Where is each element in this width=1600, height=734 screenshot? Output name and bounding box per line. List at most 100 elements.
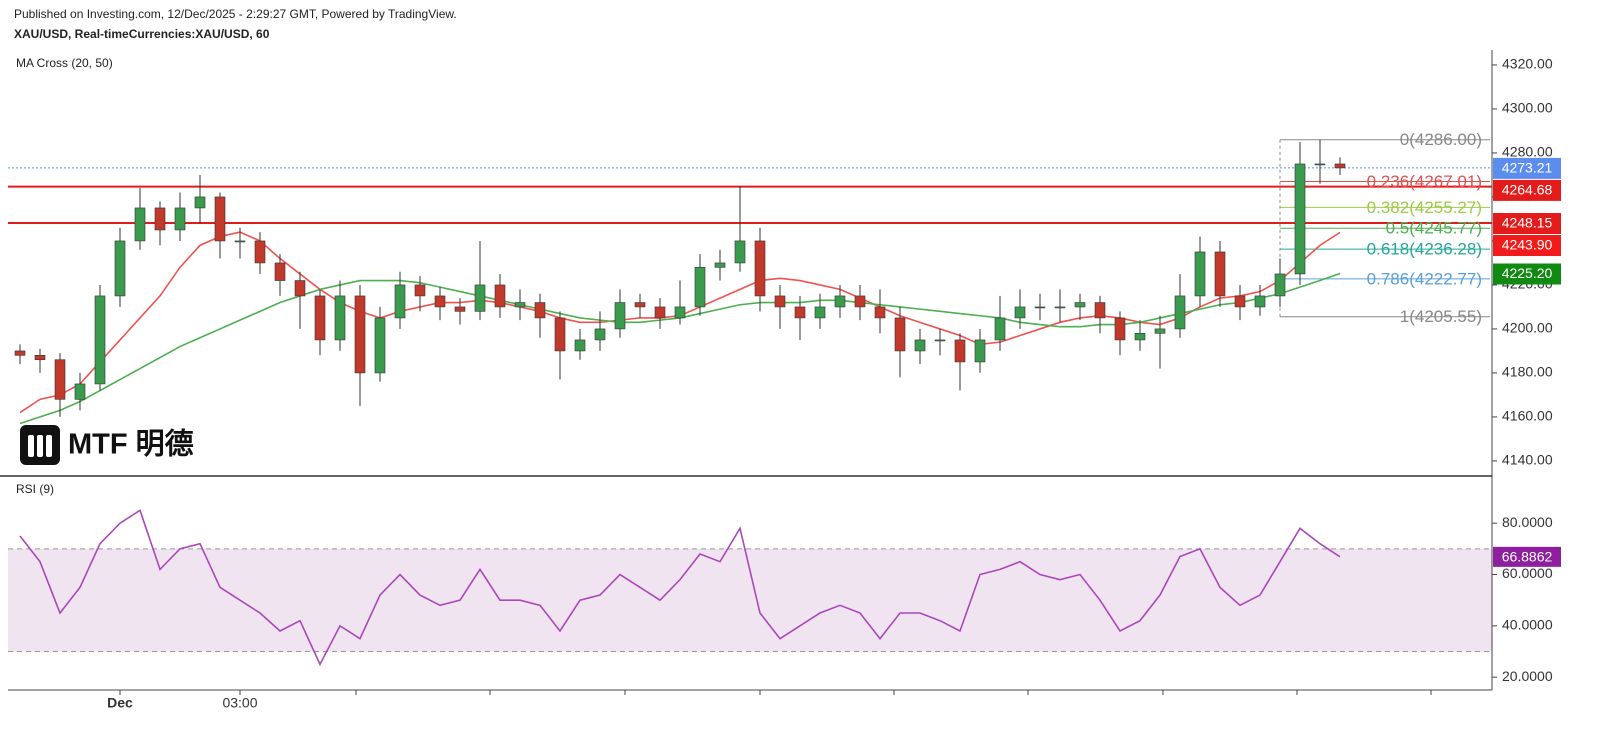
fib-label: 0.382(4255.27) [1367,198,1482,217]
candle-body [194,196,206,209]
candle-body [1334,163,1346,169]
candle-body [1034,306,1046,309]
candle-body [1154,328,1166,334]
candle-body [414,284,426,297]
candle-body [1294,163,1306,275]
candle-body [214,196,226,242]
rsi-line [19,509,1341,667]
y-tick-label: 40.0000 [1502,617,1553,633]
candle-body [434,295,446,308]
y-tick-label: 20.0000 [1502,668,1553,684]
price-badge-label: 4225.20 [1502,265,1553,281]
candle-body [774,295,786,308]
y-tick-label: 4280.00 [1502,144,1553,160]
y-tick-label: 80.0000 [1502,514,1553,530]
candle-body [694,267,706,308]
fib-label: 0.5(4245.77) [1386,219,1482,238]
candle-body [74,383,86,400]
over-layer: 0(4286.00) 0.236(4267.01) 0.382(4255.27) 0.… [14,130,1561,667]
candle-body [974,339,986,363]
candle-body [934,339,946,342]
price-badge-label: 4243.90 [1502,237,1553,253]
fib-label: 0.786(4222.77) [1367,269,1482,288]
candle-body [854,295,866,308]
y-tick-label: 4160.00 [1502,408,1553,424]
candle-body [1054,306,1066,309]
candle-body [554,317,566,352]
candle-body [314,295,326,341]
watermark-logo: MTF 明德 [20,425,194,465]
candle-body [454,306,466,312]
candle-body [754,240,766,297]
y-tick-label: 4320.00 [1502,56,1553,72]
rsi-badge-label: 66.8862 [1502,549,1553,565]
candle-body [394,284,406,319]
indicator-label: MA Cross (20, 50) [16,56,113,70]
candle-body [1234,295,1246,308]
price-badge [1493,263,1561,285]
price-badge-label: 4264.68 [1502,182,1553,198]
time-ticks [355,690,1432,695]
watermark-text: MTF 明德 [68,428,194,461]
candle-body [1114,317,1126,341]
y-tick-label: 4300.00 [1502,100,1553,116]
fib-label: 0(4286.00) [1400,130,1482,149]
candle-body [94,295,106,385]
candle-body [354,295,366,374]
candle-body [1174,295,1186,330]
candle-body [34,355,46,361]
rsi-title: RSI (9) [16,482,54,496]
candle-body [834,295,846,308]
candle-body [734,240,746,264]
logo-bar [46,435,52,457]
candle-body [654,306,666,319]
candle-body [634,302,646,308]
candle-body [1194,251,1206,297]
candle-body [234,240,246,243]
fib-label: 1(4205.55) [1400,307,1482,326]
price-badge-label: 4248.15 [1502,215,1553,231]
price-badge [1493,213,1561,235]
candle-body [294,280,306,297]
candle-body [134,207,146,242]
candle-body [1274,273,1286,297]
y-tick-label: 4200.00 [1502,320,1553,336]
rsi-band [8,548,1492,652]
y-tick-label: 60.0000 [1502,565,1553,581]
rsi-badge [1493,546,1561,567]
x-tick-label: Dec [107,695,133,711]
candle-body [614,302,626,330]
candle-body [1094,302,1106,319]
candle-body [1014,306,1026,319]
chart-title: XAU/USD, Real-timeCurrencies:XAU/USD, 60 [14,27,270,41]
logo-bar [37,435,43,457]
candle-body [374,317,386,374]
candle-body [794,306,806,319]
candle-body [954,339,966,363]
price-badge [1493,235,1561,257]
candle-body [874,306,886,319]
candle-body [334,295,346,341]
candle-body [254,240,266,264]
candle-body [174,207,186,231]
candle-body [474,284,486,312]
fib-label: 0.618(4236.28) [1367,240,1482,259]
candle-body [574,339,586,352]
candle-body [494,284,506,308]
price-badge [1493,179,1561,201]
x-tick-label: 03:00 [222,695,257,711]
candle-body [914,339,926,352]
fib-label: 0.236(4267.01) [1367,172,1482,191]
candle-body [894,317,906,352]
candle-body [814,306,826,319]
candle-body [994,317,1006,341]
subtitle: Published on Investing.com, 12/Dec/2025 … [14,7,457,21]
candle-body [594,328,606,341]
candle-body [514,302,526,308]
candle-body [534,302,546,319]
candle-body [14,350,26,356]
candle-body [1074,302,1086,308]
price-badge-label: 4273.21 [1502,160,1553,176]
candle-body [114,240,126,297]
